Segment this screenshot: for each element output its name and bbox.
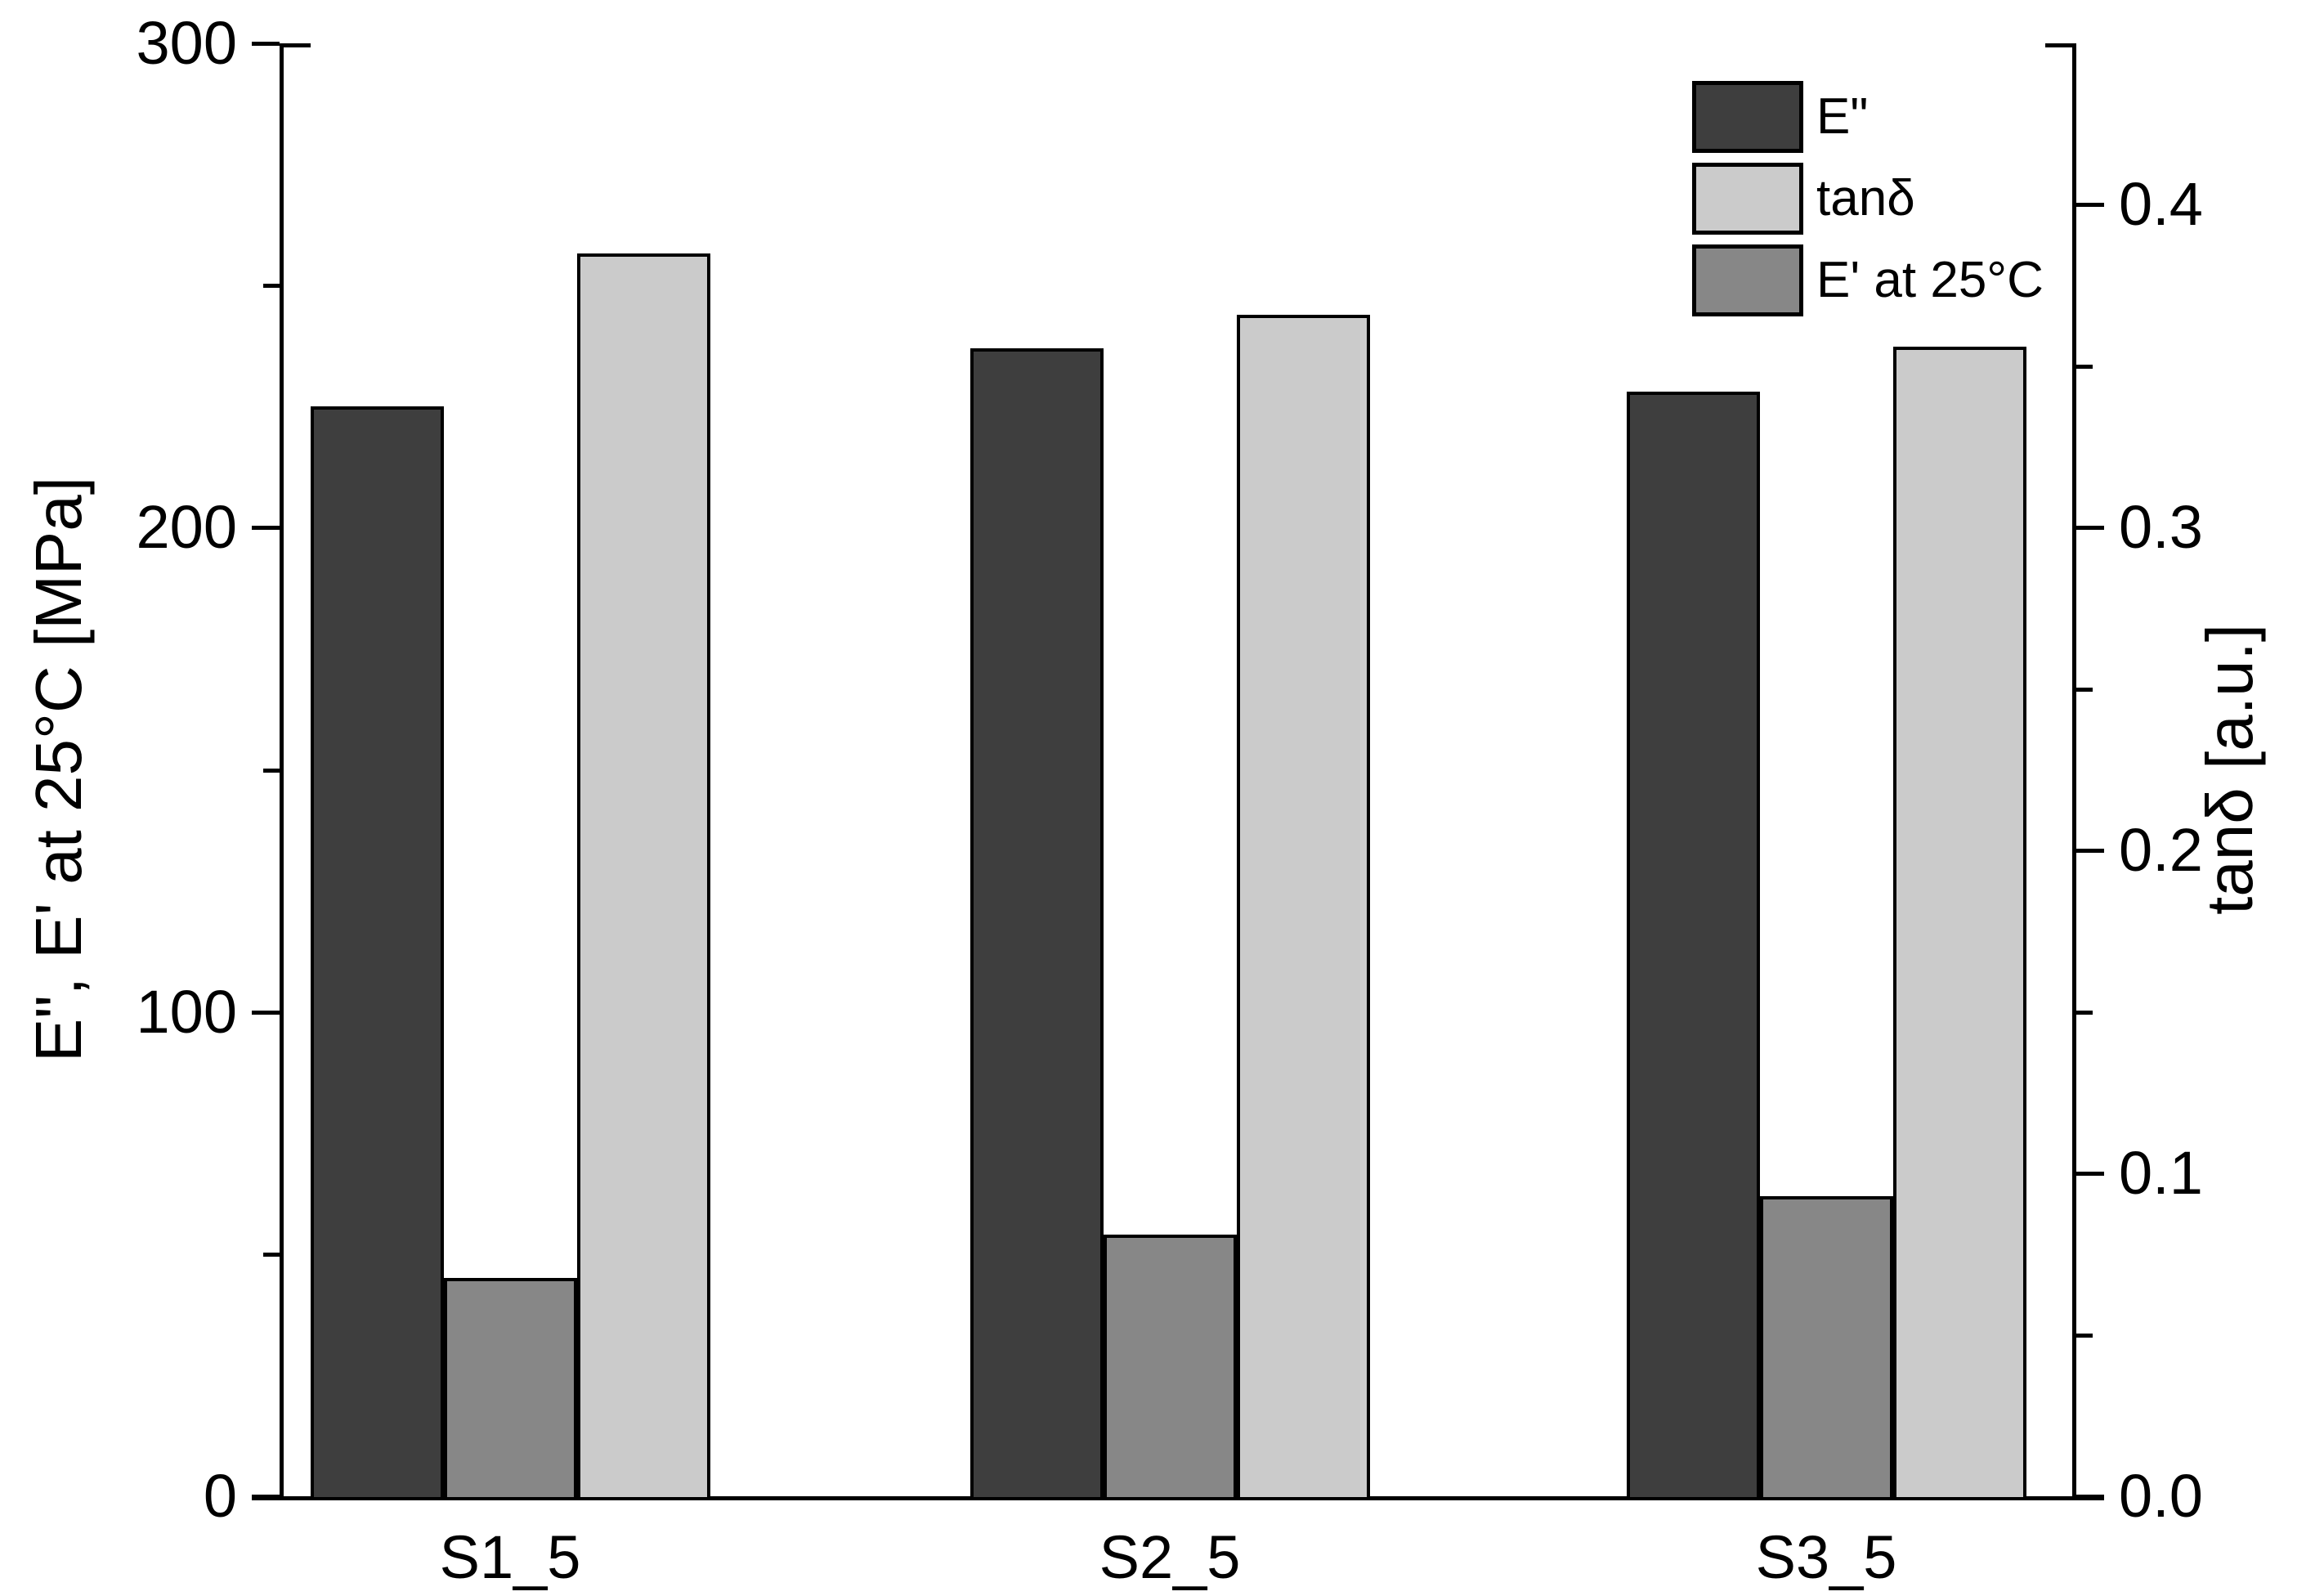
bar-series0-S2_5 [970, 348, 1104, 1500]
right-axis-minor-tick [2076, 1333, 2093, 1338]
left-axis-tick-label: 200 [136, 493, 237, 562]
x-category-label-s2_5: S2_5 [1099, 1523, 1241, 1591]
right-axis-line [2072, 43, 2076, 1500]
right-axis-major-tick [2076, 526, 2104, 531]
left-axis-major-tick [252, 1010, 280, 1015]
bar-series0-S1_5 [311, 406, 444, 1500]
left-axis-tick-label: 100 [136, 977, 237, 1046]
legend-label-e-prime: E' at 25°C [1816, 252, 2044, 308]
left-axis-minor-tick [263, 284, 280, 289]
left-axis-line [280, 43, 284, 1500]
right-axis-tick-label: 0.1 [2119, 1139, 2203, 1208]
legend-swatch-e-prime [1692, 244, 1803, 316]
x-category-label-s3_5: S3_5 [1755, 1523, 1897, 1591]
right-axis-tick-label: 0.2 [2119, 816, 2203, 885]
left-axis-minor-tick [263, 1252, 280, 1257]
left-axis-major-tick [252, 1495, 280, 1499]
bar-series1-S1_5 [444, 1278, 577, 1500]
right-axis-tick-label: 0.4 [2119, 170, 2203, 239]
left-axis-minor-tick [263, 768, 280, 773]
right-axis-tick-label: 0.3 [2119, 493, 2203, 562]
legend-swatch-tandelta [1692, 163, 1803, 235]
bar-series0-S3_5 [1627, 392, 1760, 1500]
right-axis-major-tick [2076, 1495, 2104, 1499]
bar-series1-S2_5 [1104, 1235, 1237, 1500]
right-axis-minor-tick [2076, 364, 2093, 369]
legend-label-e-double-prime: E" [1816, 88, 1869, 145]
right-axis-major-tick [2076, 1172, 2104, 1177]
bar-series2-S2_5 [1237, 314, 1370, 1500]
right-axis-minor-tick [2076, 687, 2093, 692]
left-axis-tick-label: 0 [203, 1462, 237, 1530]
x-category-label-s1_5: S1_5 [439, 1523, 581, 1591]
left-axis-major-tick [252, 42, 280, 46]
bar-series1-S3_5 [1760, 1195, 1893, 1500]
right-axis-minor-tick [2076, 1010, 2093, 1015]
right-axis-major-tick [2076, 203, 2104, 208]
left-axis-tick-label: 300 [136, 9, 237, 77]
bar-series2-S3_5 [1893, 347, 2026, 1500]
right-axis-major-tick [2076, 849, 2104, 854]
right-axis-tick-label: 0.0 [2119, 1462, 2203, 1530]
left-axis-major-tick [252, 526, 280, 531]
right-axis-top-cap [2045, 43, 2076, 47]
legend-label-tandelta: tanδ [1816, 170, 1915, 226]
left-axis-top-cap [280, 43, 311, 47]
legend-swatch-e-double-prime [1692, 81, 1803, 153]
bar-series2-S1_5 [577, 253, 710, 1500]
